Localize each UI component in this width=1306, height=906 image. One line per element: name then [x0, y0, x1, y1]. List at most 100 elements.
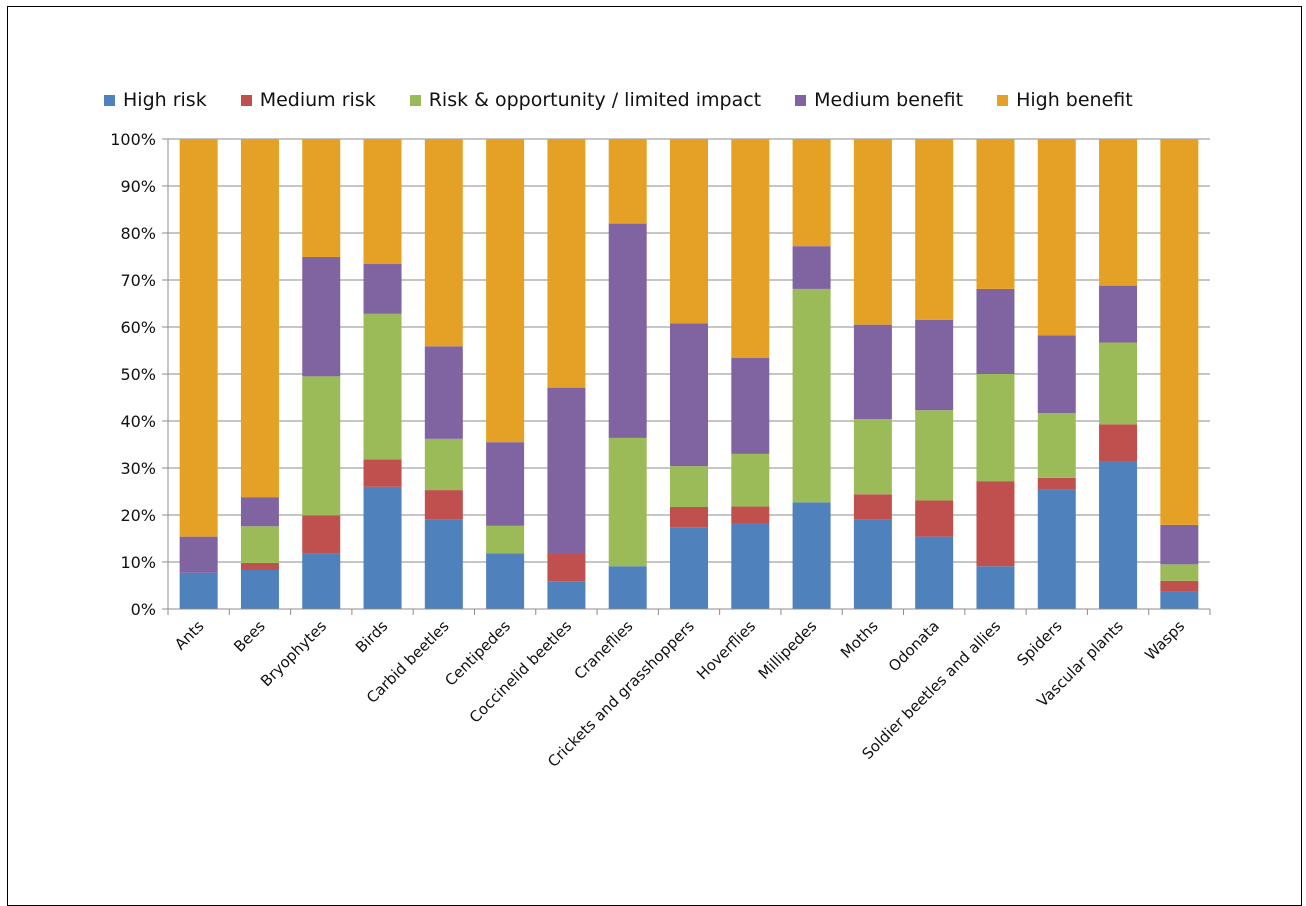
bar-segment-risk-opportunity-limited-impact — [1160, 564, 1199, 581]
x-tick-label: Birds — [352, 617, 392, 657]
x-tick-label: Ants — [171, 617, 208, 654]
bar-segment-medium-benefit — [1160, 524, 1199, 565]
legend-label: Medium benefit — [814, 89, 964, 111]
y-tick-label: 50% — [120, 365, 156, 384]
bar-segment-high-benefit — [240, 139, 279, 498]
bar-segment-medium-risk — [1099, 424, 1138, 462]
bar-segment-high-risk — [731, 523, 770, 609]
legend-label: High benefit — [1016, 89, 1133, 111]
bar-segment-high-benefit — [792, 139, 831, 247]
bar-segment-medium-risk — [1160, 580, 1199, 592]
bar-segment-high-benefit — [853, 139, 892, 325]
bar-segment-high-risk — [486, 553, 525, 609]
bar-segment-risk-opportunity-limited-impact — [792, 288, 831, 503]
bar-segment-risk-opportunity-limited-impact — [915, 410, 954, 501]
bar-segment-high-benefit — [424, 139, 463, 347]
bar-segment-high-risk — [302, 553, 341, 609]
bar-segment-medium-benefit — [792, 246, 831, 289]
bar-segment-medium-risk — [424, 490, 463, 520]
y-tick-label: 70% — [120, 271, 156, 290]
bar-segment-medium-risk — [853, 494, 892, 520]
x-tick-label: Bees — [230, 617, 269, 656]
x-tick-label: Moths — [837, 617, 882, 662]
chart-legend: High risk Medium risk Risk & opportunity /… — [104, 86, 1133, 114]
x-tick-label: Bryophytes — [257, 617, 330, 690]
bar-segment-high-benefit — [608, 139, 647, 224]
bar-segment-high-benefit — [179, 139, 218, 537]
bar-segment-medium-benefit — [547, 387, 586, 554]
bar-segment-medium-risk — [363, 459, 402, 487]
bar-segment-medium-benefit — [179, 536, 218, 573]
bar-segment-high-risk — [1037, 489, 1076, 609]
bar-segment-medium-benefit — [240, 497, 279, 527]
y-tick-label: 80% — [120, 224, 156, 243]
legend-swatch — [104, 94, 115, 106]
bar-segment-high-risk — [363, 486, 402, 609]
bar-segment-high-benefit — [731, 139, 770, 359]
bar-segment-medium-benefit — [853, 324, 892, 420]
bar-segment-risk-opportunity-limited-impact — [1099, 342, 1138, 425]
bar-segment-medium-risk — [302, 515, 341, 554]
x-tick-label: Odonata — [885, 617, 943, 675]
bar-segment-high-benefit — [486, 139, 525, 443]
bar-segment-high-risk — [240, 569, 279, 609]
bar-segment-high-risk — [792, 502, 831, 609]
legend-item-high-risk: High risk — [104, 89, 207, 111]
y-tick-label: 20% — [120, 506, 156, 525]
y-tick-label: 0% — [131, 600, 156, 619]
legend-item-medium-benefit: Medium benefit — [795, 89, 963, 111]
x-tick-label: Wasps — [1141, 617, 1188, 664]
bar-segment-high-benefit — [976, 139, 1015, 289]
bar-segment-high-risk — [608, 566, 647, 609]
x-tick-label: Hoverflies — [693, 617, 759, 683]
legend-swatch — [240, 94, 252, 106]
bar-segment-high-benefit — [1037, 139, 1076, 336]
y-axis: 0% 10% 20% 30% 40% 50% 60% 70% 80% 90% 100% — [110, 130, 156, 619]
bar-segment-risk-opportunity-limited-impact — [608, 437, 647, 567]
legend-swatch — [997, 94, 1009, 106]
bar-segment-medium-risk — [547, 553, 586, 582]
bar-segment-medium-risk — [1037, 477, 1076, 490]
stacked-bar-chart: 0% 10% 20% 30% 40% 50% 60% 70% 80% 90% 100% Ants Bee… — [110, 130, 1211, 771]
bar-segment-medium-benefit — [363, 264, 402, 314]
bar-segment-medium-risk — [240, 562, 279, 570]
legend-label: Risk & opportunity / limited impact — [428, 89, 762, 111]
bar-segment-medium-risk — [976, 481, 1015, 567]
bar-segment-medium-benefit — [1099, 285, 1138, 343]
bar-segment-high-risk — [976, 566, 1015, 609]
bars — [179, 139, 1199, 609]
bar-segment-high-risk — [547, 581, 586, 609]
bar-segment-risk-opportunity-limited-impact — [1037, 413, 1076, 478]
legend-swatch — [795, 94, 807, 106]
bar-segment-high-risk — [670, 527, 708, 609]
y-tick-label: 60% — [120, 318, 156, 337]
bar-segment-medium-benefit — [486, 442, 525, 526]
bar-segment-high-benefit — [1099, 139, 1138, 286]
legend-label: Medium risk — [259, 89, 376, 111]
bar-segment-risk-opportunity-limited-impact — [486, 525, 525, 554]
bar-segment-medium-benefit — [608, 223, 647, 438]
bar-segment-high-risk — [1160, 591, 1199, 609]
bar-segment-high-risk — [179, 572, 218, 609]
bar-segment-high-benefit — [302, 139, 341, 257]
bar-segment-medium-risk — [670, 507, 708, 528]
legend-swatch — [409, 94, 421, 106]
bar-segment-medium-benefit — [302, 256, 341, 377]
bar-segment-high-risk — [1099, 461, 1138, 609]
y-tick-label: 100% — [110, 130, 156, 149]
legend-item-high-benefit: High benefit — [997, 89, 1133, 111]
bar-segment-medium-benefit — [424, 346, 463, 439]
y-tick-label: 10% — [120, 553, 156, 572]
x-tick-label: Spiders — [1013, 617, 1065, 669]
bar-segment-high-benefit — [547, 139, 586, 388]
bar-segment-high-benefit — [363, 139, 402, 265]
x-tick-label: Craneflies — [571, 617, 637, 683]
bar-segment-medium-benefit — [976, 288, 1015, 374]
bar-segment-medium-benefit — [915, 319, 954, 411]
bar-segment-risk-opportunity-limited-impact — [731, 453, 770, 507]
y-tick-label: 30% — [120, 459, 156, 478]
bar-segment-risk-opportunity-limited-impact — [302, 376, 341, 516]
bar-segment-high-benefit — [670, 139, 708, 324]
bar-segment-risk-opportunity-limited-impact — [976, 374, 1015, 482]
bar-segment-high-risk — [915, 536, 954, 609]
